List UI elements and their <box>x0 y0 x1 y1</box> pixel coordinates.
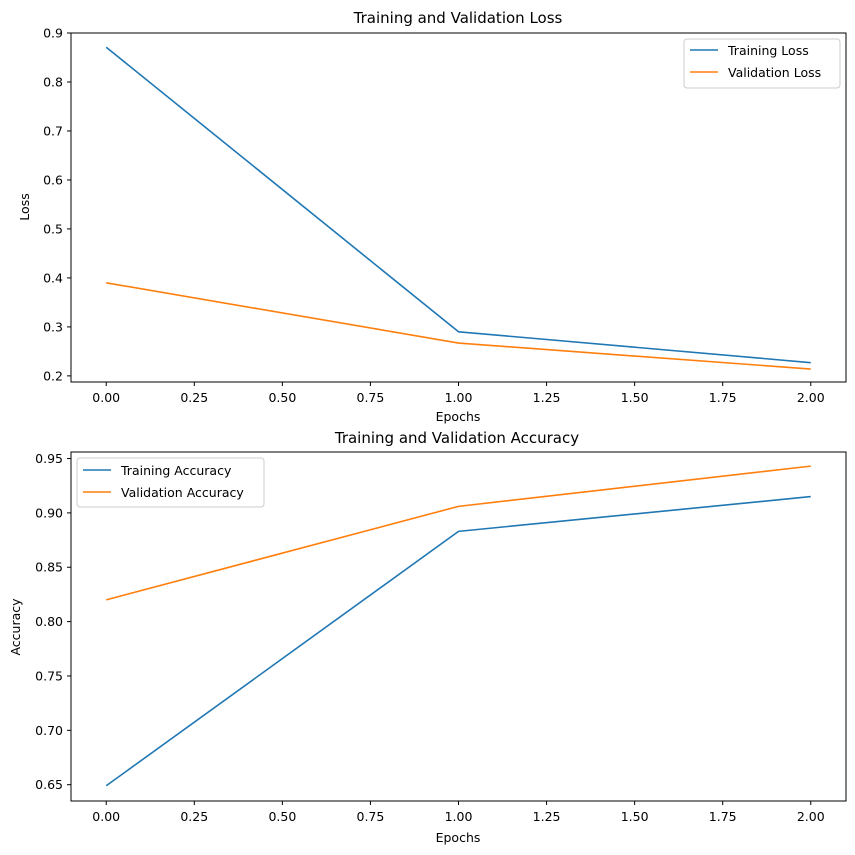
accuracy-y-tick-label: 0.95 <box>35 451 63 466</box>
loss-x-tick-label: 2.00 <box>797 390 825 405</box>
accuracy-x-tick-label: 0.75 <box>357 809 385 824</box>
loss-y-tick-label: 0.2 <box>43 368 63 383</box>
accuracy-y-axis-label: Accuracy <box>8 598 23 656</box>
loss-y-tick-label: 0.8 <box>43 74 63 89</box>
loss-x-tick-label: 0.50 <box>268 390 296 405</box>
loss-chart: Training and Validation Loss 0.20.30.40.… <box>17 9 847 424</box>
loss-y-tick-label: 0.5 <box>43 221 63 236</box>
loss-x-tick-label: 0.00 <box>92 390 120 405</box>
loss-series <box>105 46 811 370</box>
accuracy-x-tick-label: 0.00 <box>92 809 120 824</box>
loss-legend: Training Loss Validation Loss <box>683 38 841 89</box>
loss-legend-label-validation: Validation Loss <box>728 65 821 80</box>
loss-x-axis-label: Epochs <box>436 409 481 424</box>
accuracy-x-tick-label: 1.75 <box>709 809 737 824</box>
accuracy-y-tick-label: 0.70 <box>35 723 63 738</box>
loss-y-tick-label: 0.7 <box>43 123 63 138</box>
accuracy-series <box>105 465 811 787</box>
loss-x-ticks: 0.00 0.25 0.50 0.75 1.00 1.25 1.50 1.75 2.00 <box>92 382 825 405</box>
accuracy-y-tick-label: 0.65 <box>35 777 63 792</box>
loss-plot-frame <box>70 32 847 383</box>
accuracy-y-ticks: 0.65 0.70 0.75 0.80 0.85 0.90 0.95 <box>35 451 71 792</box>
loss-legend-label-training: Training Loss <box>727 43 809 58</box>
accuracy-legend-label-training: Training Accuracy <box>120 463 232 478</box>
loss-y-tick-label: 0.9 <box>43 26 63 41</box>
loss-y-ticks: 0.2 0.3 0.4 0.5 0.6 0.7 0.8 0.9 <box>43 26 71 383</box>
loss-y-tick-label: 0.3 <box>43 319 63 334</box>
loss-y-axis-label: Loss <box>17 193 32 220</box>
accuracy-legend: Training Accuracy Validation Accuracy <box>76 457 265 508</box>
loss-y-tick-label: 0.6 <box>43 172 63 187</box>
accuracy-x-tick-label: 0.25 <box>180 809 208 824</box>
loss-chart-title: Training and Validation Loss <box>353 9 563 27</box>
accuracy-y-tick-label: 0.75 <box>35 668 63 683</box>
loss-series-line-training-loss <box>105 46 811 364</box>
loss-x-tick-label: 1.00 <box>445 390 473 405</box>
accuracy-x-tick-label: 1.25 <box>533 809 561 824</box>
accuracy-x-tick-label: 2.00 <box>797 809 825 824</box>
accuracy-x-tick-label: 0.50 <box>268 809 296 824</box>
accuracy-plot-frame <box>70 451 847 802</box>
accuracy-chart: Training and Validation Accuracy 0.65 0.7… <box>8 429 847 845</box>
accuracy-x-ticks: 0.00 0.25 0.50 0.75 1.00 1.25 1.50 1.75 2.00 <box>92 801 825 824</box>
loss-x-tick-label: 1.50 <box>621 390 649 405</box>
accuracy-chart-title: Training and Validation Accuracy <box>334 429 579 447</box>
accuracy-x-tick-label: 1.50 <box>621 809 649 824</box>
accuracy-y-tick-label: 0.80 <box>35 614 63 629</box>
accuracy-legend-box <box>76 457 265 508</box>
accuracy-x-tick-label: 1.00 <box>445 809 473 824</box>
accuracy-legend-label-validation: Validation Accuracy <box>121 485 244 500</box>
accuracy-series-line-training-accuracy <box>105 495 811 787</box>
loss-x-tick-label: 1.25 <box>533 390 561 405</box>
loss-legend-box <box>683 38 841 89</box>
accuracy-x-axis-label: Epochs <box>436 830 481 845</box>
accuracy-y-tick-label: 0.90 <box>35 505 63 520</box>
loss-series-line-validation-loss <box>106 282 811 370</box>
loss-x-tick-label: 0.25 <box>180 390 208 405</box>
accuracy-y-tick-label: 0.85 <box>35 560 63 575</box>
accuracy-series-line-validation-accuracy <box>106 465 811 601</box>
loss-y-tick-label: 0.4 <box>43 270 63 285</box>
loss-x-tick-label: 1.75 <box>709 390 737 405</box>
loss-x-tick-label: 0.75 <box>357 390 385 405</box>
